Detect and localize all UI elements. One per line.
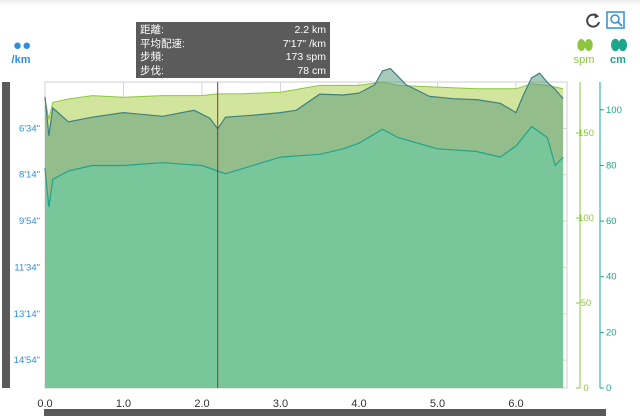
stride-tick-label: 0 — [606, 383, 611, 394]
stride-tick-label: 100 — [606, 105, 622, 116]
x-tick-label: 4.0 — [351, 398, 366, 410]
x-tick-label: 1.0 — [116, 398, 131, 410]
stride-line — [44, 125, 564, 208]
pace-tick-label: 14'54" — [14, 355, 40, 366]
tooltip-value-cadence: 173 spm — [285, 51, 326, 63]
pace-legend[interactable]: ● ● /km — [8, 37, 34, 67]
tooltip-label-pace: 平均配速: — [140, 37, 185, 50]
stride-area — [45, 126, 564, 388]
vertical-scrollbar[interactable] — [2, 82, 10, 388]
refresh-icon[interactable] — [586, 13, 600, 28]
x-tick-label: 5.0 — [430, 398, 445, 410]
tooltip-row-distance: 距離: 2.2 km — [140, 24, 326, 38]
footprints-icon: ● ● — [12, 37, 31, 54]
cadence-legend[interactable]: ⬮⬮ spm — [570, 37, 598, 67]
tooltip-label-distance: 距離: — [140, 24, 164, 36]
tooltip-value-stride: 78 cm — [297, 64, 326, 77]
stride-unit-label: cm — [610, 54, 626, 66]
pace-tick-label: 8'14" — [19, 170, 40, 181]
pace-line — [44, 67, 564, 136]
stride-legend[interactable]: ⬮⬮ cm — [605, 37, 631, 67]
stride-tick-label: 20 — [606, 327, 617, 338]
zoom-icon[interactable] — [606, 11, 625, 29]
x-tick-label: 2.0 — [194, 398, 209, 410]
footprints-icon: ⬮⬮ — [610, 37, 628, 54]
cadence-tick-label: 150 — [578, 128, 594, 139]
top-bar — [0, 0, 640, 6]
cadence-tick-label: 50 — [581, 298, 592, 309]
pace-tick-label: 13'14" — [14, 309, 40, 320]
x-tick-label: 3.0 — [273, 398, 288, 410]
pace-tick-label: 6'34" — [19, 123, 40, 134]
tooltip-value-pace: 7'17" /km — [282, 37, 326, 50]
cadence-unit-label: spm — [573, 54, 595, 66]
stride-tick-label: 40 — [606, 272, 617, 283]
tooltip-row-pace: 平均配速: 7'17" /km — [140, 38, 326, 52]
pace-unit-label: /km — [11, 54, 31, 66]
tooltip-value-distance: 2.2 km — [294, 24, 326, 36]
tooltip-row-stride: 步伐: 78 cm — [140, 65, 326, 79]
tooltip-row-cadence: 步頻: 173 spm — [140, 51, 326, 65]
pace-tick-label: 9'54" — [19, 216, 40, 227]
chart-controls-icons — [586, 11, 625, 29]
pace-tick-label: 11'34" — [14, 262, 40, 273]
horizontal-scrollbar[interactable] — [44, 409, 606, 416]
stride-tick-label: 60 — [606, 216, 617, 227]
footprints-icon: ⬮⬮ — [576, 37, 594, 54]
tooltip-label-cadence: 步頻: — [140, 51, 164, 63]
data-tooltip: 距離: 2.2 km 平均配速: 7'17" /km 步頻: 173 spm 步… — [136, 22, 330, 78]
cadence-tick-label: 0 — [583, 383, 588, 394]
cadence-tick-label: 100 — [578, 213, 594, 224]
stride-tick-label: 80 — [606, 160, 617, 171]
cadence-line — [44, 81, 564, 120]
x-tick-label: 0.0 — [37, 398, 52, 410]
tooltip-label-stride: 步伐: — [140, 64, 164, 77]
x-tick-label: 6.0 — [508, 398, 523, 410]
chart-controls — [584, 10, 628, 30]
